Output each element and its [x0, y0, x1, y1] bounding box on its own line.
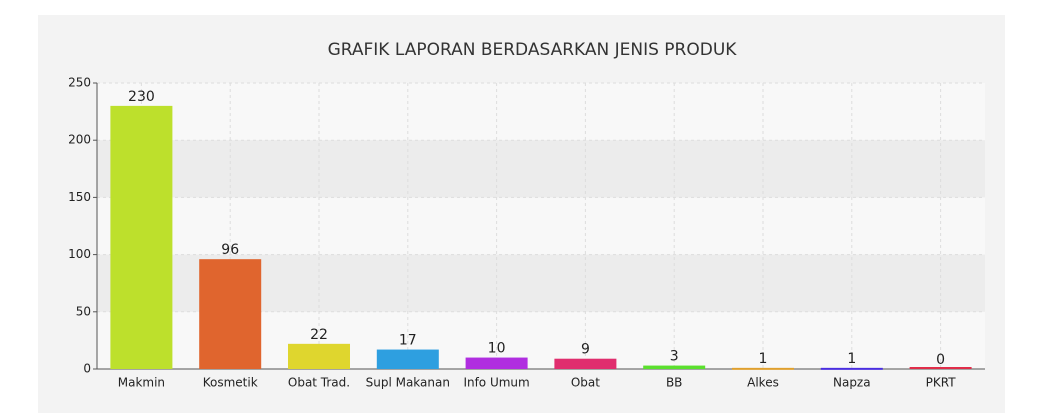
x-tick-label: Info Umum	[463, 376, 529, 390]
value-label: 17	[399, 333, 417, 349]
bar	[376, 349, 439, 369]
y-tick-label: 0	[83, 362, 91, 376]
y-tick-label: 200	[68, 133, 91, 147]
x-tick-label: Obat Trad.	[288, 376, 350, 390]
bar	[288, 343, 350, 369]
x-tick-label: Alkes	[747, 376, 779, 390]
value-label: 22	[310, 327, 328, 343]
bar	[820, 367, 883, 370]
x-tick-label: Napza	[833, 376, 871, 390]
y-tick-label: 250	[68, 76, 91, 90]
x-tick-label: Supl Makanan	[366, 376, 450, 390]
y-tick-label: 50	[76, 304, 91, 318]
value-label: 96	[221, 242, 239, 258]
y-tick-label: 100	[68, 247, 91, 261]
grid-band	[97, 140, 985, 198]
x-tick-label: Makmin	[118, 376, 165, 390]
value-label: 0	[936, 352, 945, 368]
value-label: 9	[581, 342, 590, 358]
value-label: 230	[128, 89, 155, 105]
bar	[199, 259, 262, 369]
value-label: 10	[488, 341, 506, 357]
bar	[643, 365, 706, 369]
x-tick-label: Kosmetik	[203, 376, 258, 390]
x-tick-label: Obat	[571, 376, 600, 390]
bar	[465, 357, 528, 369]
value-label: 1	[847, 351, 856, 367]
x-tick-label: BB	[666, 376, 682, 390]
bar	[732, 367, 794, 370]
value-label: 3	[670, 349, 679, 365]
y-tick-label: 150	[68, 190, 91, 204]
bar	[554, 358, 617, 369]
chart-title: GRAFIK LAPORAN BERDASARKAN JENIS PRODUK	[328, 40, 738, 60]
x-tick-label: PKRT	[926, 376, 957, 390]
bar	[110, 105, 173, 369]
value-label: 1	[759, 351, 768, 367]
bar	[909, 367, 972, 369]
